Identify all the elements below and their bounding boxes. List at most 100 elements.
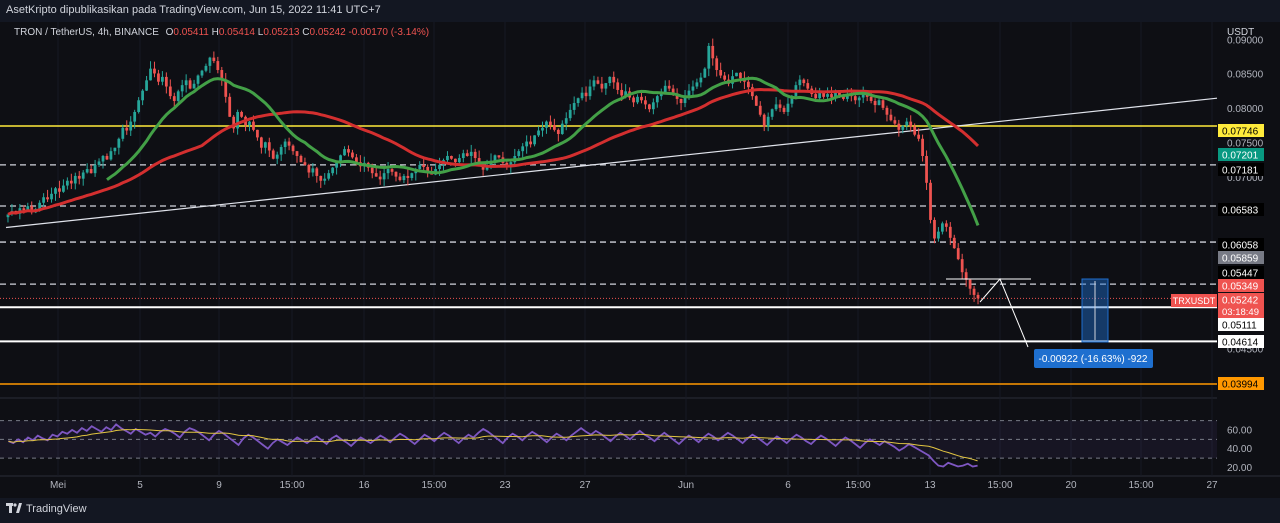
candle-body [232,116,236,129]
candle-body [881,100,885,108]
rsi-tick-label: 60.00 [1227,425,1252,436]
candle-body [723,75,727,80]
candle-body [172,96,176,101]
candle-body [806,83,810,89]
candle-body [640,96,643,101]
candle-body [933,219,936,239]
time-tick-label: 9 [216,480,222,491]
candle-body [46,197,49,200]
rsi-tick-label: 40.00 [1227,444,1252,455]
published-header: AsetKripto dipublikasikan pada TradingVi… [6,4,381,16]
candle-body [133,111,137,122]
candle-body [398,176,402,181]
candle-body [291,145,295,152]
candle-body [461,153,465,159]
candle-body [636,96,639,103]
candle-body [81,172,85,179]
candle-body [572,103,576,110]
candle-body [73,175,77,184]
candle-body [101,155,105,162]
candle-body [42,197,45,203]
tradingview-footer[interactable]: TradingView [6,503,87,515]
symbol-title: TRON / TetherUS, 4h, BINANCE [14,27,159,38]
candle-body [964,272,968,280]
candle-body [909,121,913,127]
candle-body [822,92,825,97]
candle-body [691,86,695,91]
candle-body [157,73,160,82]
candle-body [976,294,980,299]
time-axis: Mei 5 9 15:00 16 15:00 23 27 Jun 6 15:00 13 15:00 20 1… [50,480,1218,491]
candle-body [386,169,390,174]
candle-body [457,158,461,163]
candle-body [774,104,778,110]
open-value: 0.05411 [173,27,209,38]
price-label-box [1218,163,1264,176]
candle-body [161,76,164,82]
candle-body [707,45,711,69]
candle-body [739,72,742,79]
candle-body [295,151,299,156]
price-label-box [1218,293,1264,306]
candle-body [184,80,188,86]
candle-body [616,82,620,90]
time-tick-label: 20 [1065,480,1077,491]
candle-body [648,104,651,110]
candle-body [612,76,616,83]
candle-body [351,152,354,158]
symbol-tag-box [1171,294,1217,307]
candle-body [69,180,73,184]
candle-body [125,127,129,131]
candle-body [200,70,204,76]
price-label-box [1218,124,1264,137]
candle-body [279,147,283,155]
candle-body [802,79,806,84]
candle-body [592,80,596,87]
time-tick-label: 5 [137,480,143,491]
candle-body [473,151,477,159]
time-tick-label: 15:00 [987,480,1012,491]
price-tick-label: 0.08000 [1227,104,1264,115]
candle-body [85,169,89,173]
candle-body [925,155,928,183]
price-tick-label: 0.09000 [1227,35,1264,46]
time-tick-label: 23 [499,480,511,491]
candle-body [196,75,200,84]
time-tick-label: 15:00 [845,480,870,491]
candle-body [212,57,216,62]
close-label: C [302,27,310,38]
candle-body [477,158,481,165]
price-label: 0.05349 [1222,282,1259,293]
candle-body [897,123,901,130]
candle-body [746,81,750,88]
rsi-tick-label: 20.00 [1227,463,1252,474]
candle-body [556,129,560,134]
candle-body [450,155,453,159]
candle-body [758,105,762,115]
candle-body [853,96,857,101]
candle-body [378,176,382,180]
candle-body [762,114,766,127]
candle-body [901,125,905,130]
candle-body [857,97,861,101]
candle-body [240,111,243,117]
candle-body [521,146,525,152]
price-label-box [1218,203,1264,216]
candle-body [129,121,133,131]
candle-body [192,83,196,89]
candle-body [584,92,588,97]
tradingview-logo-icon [6,503,22,513]
candle-body [826,94,829,97]
candle-body [465,153,469,156]
price-label: 0.06583 [1222,206,1259,217]
candle-body [651,102,655,110]
candle-body [319,175,323,181]
candle-body [259,137,263,148]
candle-body [446,155,449,161]
candle-body [343,149,346,156]
countdown-label: 03:18:49 [1222,307,1259,318]
price-label-box [1218,238,1264,251]
countdown-box [1218,306,1264,318]
price-label: 0.05111 [1222,321,1257,332]
